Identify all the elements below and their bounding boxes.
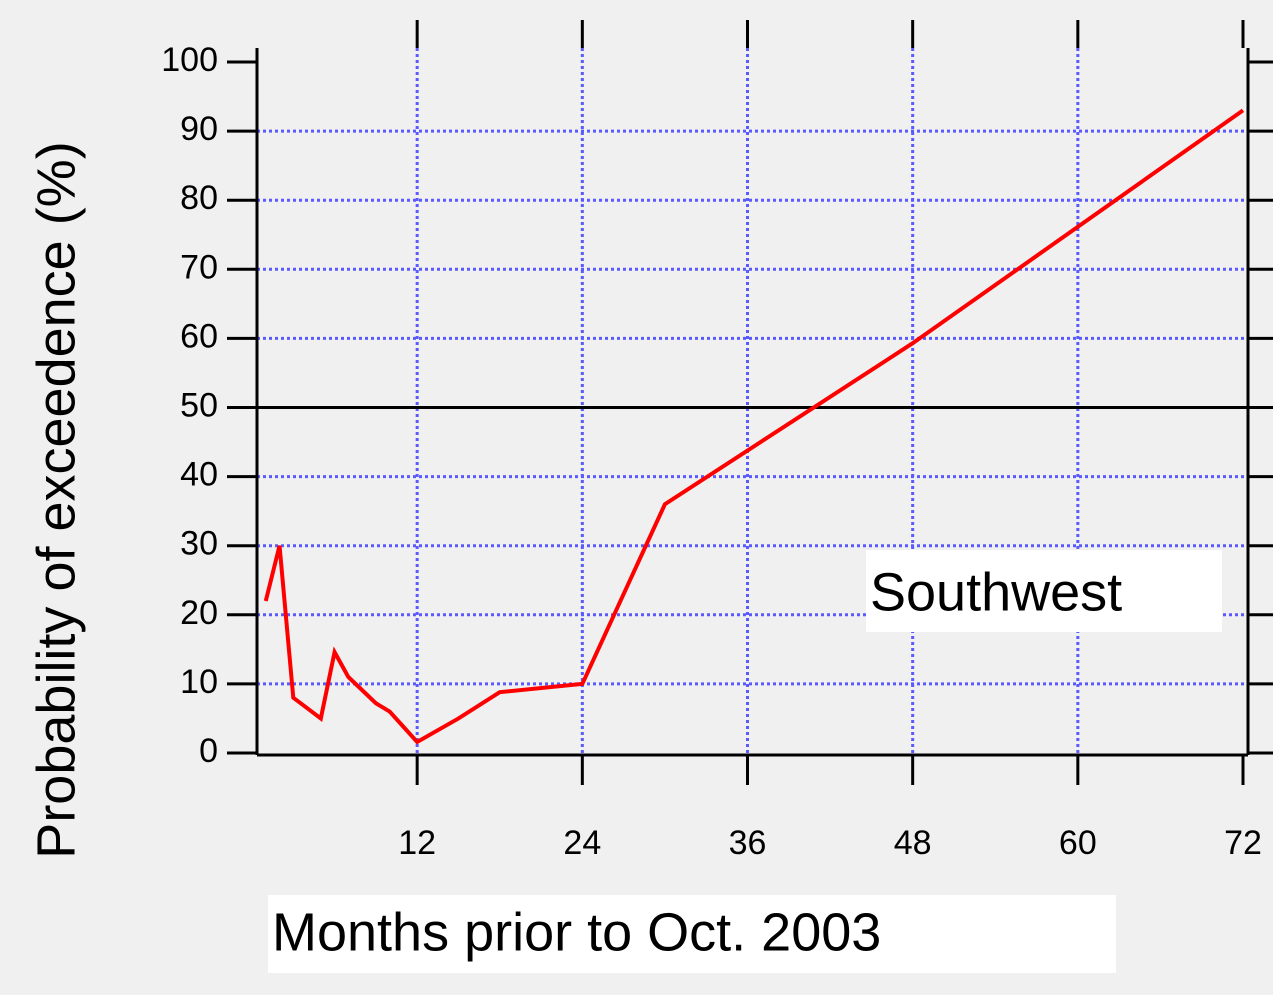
y-tick-label: 80	[180, 179, 218, 217]
x-tick-label: 24	[563, 824, 601, 862]
y-tick-label: 10	[180, 663, 218, 701]
y-tick-label: 60	[180, 317, 218, 355]
x-tick-label: 12	[398, 824, 436, 862]
y-tick-label: 30	[180, 525, 218, 563]
x-tick-label: 60	[1059, 824, 1097, 862]
x-tick-label: 72	[1224, 824, 1262, 862]
x-label-box	[268, 895, 1116, 973]
y-tick-label: 100	[161, 41, 218, 79]
x-tick-label: 36	[729, 824, 767, 862]
y-tick-label: 50	[180, 386, 218, 424]
y-tick-label: 0	[199, 732, 218, 770]
y-axis-label: Probability of exceedence (%)	[26, 141, 86, 858]
y-tick-label: 70	[180, 248, 218, 286]
line	[263, 108, 1245, 745]
y-tick-label: 90	[180, 110, 218, 148]
annotation-box	[866, 550, 1222, 632]
annotation: Southwest	[870, 562, 1122, 622]
x-tick-label: 48	[894, 824, 932, 862]
x-axis-label: Months prior to Oct. 2003	[272, 902, 881, 962]
y-tick-label: 40	[180, 456, 218, 494]
y-tick-label: 20	[180, 594, 218, 632]
